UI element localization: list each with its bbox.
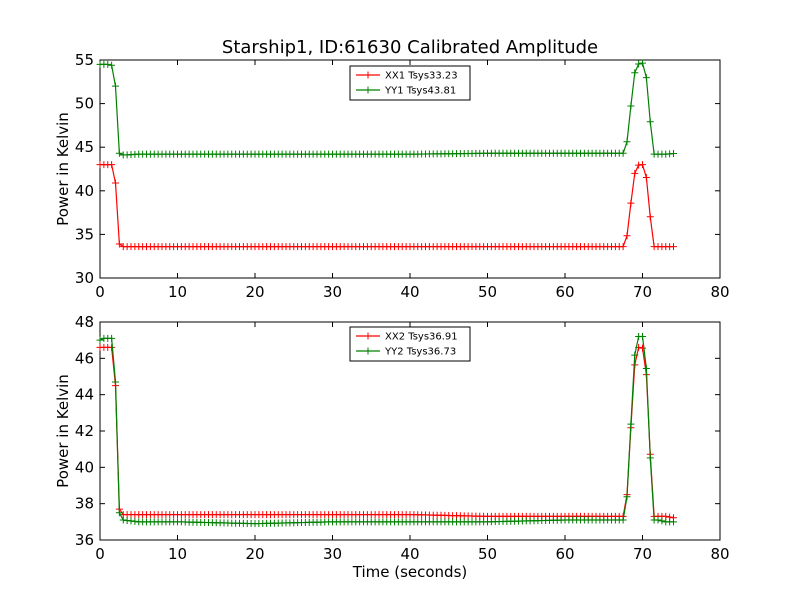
legend-entry-label: YY1 Tsys43.81 (384, 86, 456, 97)
data-point-marker (619, 516, 627, 524)
data-point-marker (112, 378, 119, 386)
data-point-marker (635, 60, 643, 68)
data-point-marker (115, 240, 123, 248)
x-tick-label: 30 (323, 283, 342, 301)
data-point-marker (627, 420, 635, 428)
data-point-marker (619, 149, 627, 157)
series-xx1 (96, 161, 677, 251)
data-point-marker (635, 161, 643, 169)
data-point-marker (639, 161, 646, 169)
y-tick-label: 38 (75, 495, 94, 513)
legend-swatch-marker (364, 332, 372, 340)
x-tick-label: 50 (478, 545, 497, 563)
x-tick-label: 60 (555, 545, 574, 563)
x-tick-label: 70 (633, 545, 652, 563)
data-point-marker (631, 169, 639, 177)
data-point-marker (619, 243, 627, 251)
data-point-marker (104, 60, 112, 68)
data-point-marker (108, 343, 116, 351)
legend-box (349, 326, 471, 362)
y-tick-label: 30 (75, 269, 94, 287)
series-yy2 (96, 333, 677, 528)
y-axis-label: Power in Kelvin (54, 374, 72, 488)
legend-entry-label: XX1 Tsys33.23 (385, 71, 458, 82)
data-point-marker (108, 61, 116, 69)
data-point-marker (631, 351, 639, 359)
data-point-marker (646, 213, 654, 221)
legend-swatch-marker (364, 71, 372, 79)
series-yy1 (96, 59, 677, 159)
legend: XX1 Tsys33.23 YY1 Tsys43.81 (349, 65, 471, 101)
data-point-marker (115, 509, 123, 517)
y-tick-label: 50 (75, 95, 94, 113)
bottom-plot-panel: 0 10 20 30 40 50 60 70 80 36 38 40 42 44 46 48 Power in … (54, 313, 730, 581)
legend-entry-label: YY2 Tsys36.73 (384, 347, 456, 358)
chart-title: Starship1, ID:61630 Calibrated Amplitude (222, 37, 598, 58)
data-point-marker (623, 493, 631, 501)
y-tick-label: 45 (75, 138, 94, 156)
data-point-marker (646, 118, 654, 126)
y-tick-label: 40 (75, 182, 94, 200)
y-tick-label: 42 (75, 422, 94, 440)
data-point-marker (108, 334, 116, 342)
data-point-marker (108, 161, 116, 169)
x-tick-label: 0 (95, 283, 105, 301)
x-tick-label: 0 (95, 545, 105, 563)
data-point-marker (670, 150, 677, 158)
x-tick-label: 10 (168, 545, 187, 563)
legend-swatch-marker (364, 347, 372, 355)
data-point-marker (670, 518, 677, 526)
data-point-marker (627, 102, 635, 110)
data-point-marker (623, 232, 631, 240)
data-point-marker (654, 516, 662, 524)
y-tick-label: 46 (75, 349, 94, 367)
y-tick-label: 55 (75, 51, 94, 69)
x-tick-label: 70 (633, 283, 652, 301)
data-point-marker (642, 174, 650, 182)
data-point-marker (623, 138, 631, 146)
y-tick-label: 44 (75, 386, 94, 404)
legend-swatch-marker (364, 86, 372, 94)
data-point-marker (639, 59, 646, 67)
x-tick-label: 20 (245, 283, 264, 301)
y-tick-label: 36 (75, 531, 94, 549)
legend: XX2 Tsys36.91 YY2 Tsys36.73 (349, 326, 471, 362)
legend-entry-label: XX2 Tsys36.91 (385, 332, 458, 343)
legend-box (349, 65, 471, 101)
data-point-marker (642, 74, 650, 82)
x-tick-label: 40 (400, 283, 419, 301)
x-tick-label: 50 (478, 283, 497, 301)
x-tick-label: 40 (400, 545, 419, 563)
data-point-marker (112, 179, 119, 187)
data-point-marker (642, 365, 650, 373)
data-point-marker (670, 243, 677, 251)
x-tick-label: 10 (168, 283, 187, 301)
y-tick-label: 35 (75, 225, 94, 243)
data-point-marker (639, 344, 646, 352)
data-point-marker (115, 149, 123, 157)
x-tick-label: 30 (323, 545, 342, 563)
data-point-marker (96, 336, 104, 344)
x-tick-label: 80 (710, 283, 729, 301)
data-point-marker (658, 517, 666, 525)
data-point-marker (646, 454, 654, 462)
top-plot-panel: 0 10 20 30 40 50 60 70 80 30 35 40 45 50 55 Power in Ke… (54, 51, 730, 301)
x-tick-label: 80 (710, 545, 729, 563)
y-axis-label: Power in Kelvin (54, 112, 72, 226)
data-point-marker (112, 82, 119, 90)
y-tick-label: 48 (75, 313, 94, 331)
y-tick-label: 40 (75, 458, 94, 476)
x-tick-label: 60 (555, 283, 574, 301)
data-point-marker (627, 199, 635, 207)
x-tick-label: 20 (245, 545, 264, 563)
data-point-marker (639, 333, 646, 341)
x-axis-label: Time (seconds) (352, 563, 468, 581)
data-point-marker (631, 69, 639, 77)
